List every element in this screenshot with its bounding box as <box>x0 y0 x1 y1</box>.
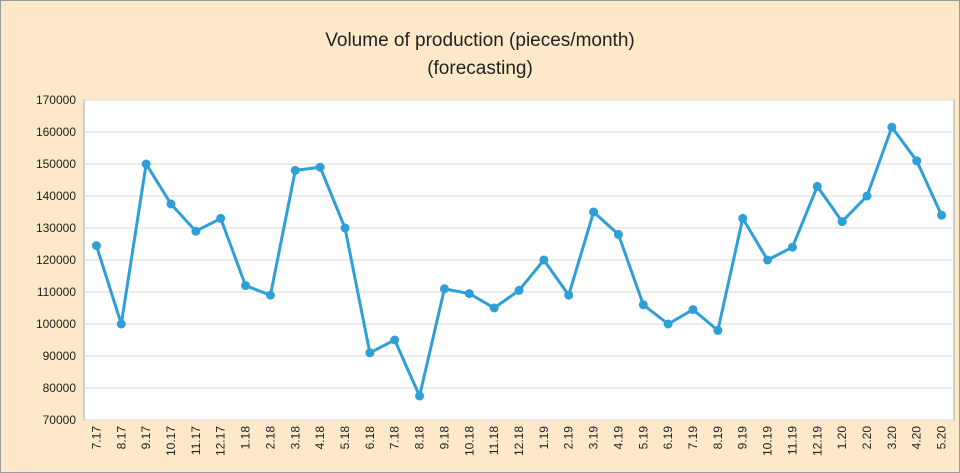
x-tick-label: 1.18 <box>239 426 253 450</box>
x-tick-label: 11.17 <box>189 426 203 455</box>
x-tick-label: 4.19 <box>611 426 625 450</box>
point <box>91 241 101 251</box>
x-tick-label: 8.17 <box>114 426 128 450</box>
point <box>613 229 623 239</box>
x-tick-label: 1.20 <box>835 426 849 450</box>
point <box>564 290 574 300</box>
y-tick-label: 90000 <box>43 349 77 363</box>
point <box>340 223 350 233</box>
x-tick-label: 12.19 <box>810 426 824 456</box>
y-tick-label: 170000 <box>36 93 76 107</box>
x-tick-label: 5.20 <box>935 426 949 450</box>
point <box>439 284 449 294</box>
point <box>415 391 425 401</box>
y-tick-label: 160000 <box>36 125 76 139</box>
x-tick-label: 5.18 <box>338 426 352 450</box>
x-tick-label: 10.18 <box>462 426 476 456</box>
point <box>937 210 947 220</box>
point <box>763 255 773 265</box>
point <box>589 207 599 217</box>
x-tick-label: 3.20 <box>885 426 899 450</box>
x-tick-label: 6.18 <box>363 426 377 450</box>
x-tick-label: 12.17 <box>214 426 228 456</box>
y-tick-label: 110000 <box>37 285 76 299</box>
x-tick-label: 3.19 <box>587 426 601 450</box>
y-tick-label: 70000 <box>43 413 77 427</box>
y-tick-label: 150000 <box>36 157 76 171</box>
x-tick-label: 11.18 <box>487 426 501 455</box>
x-tick-label: 2.18 <box>263 426 277 450</box>
x-tick-label: 12.18 <box>512 426 526 456</box>
x-tick-label: 7.18 <box>388 426 402 450</box>
x-tick-label: 11.19 <box>785 426 799 455</box>
point <box>688 305 698 315</box>
point <box>390 335 400 345</box>
y-tick-label: 130000 <box>36 221 76 235</box>
y-tick-label: 100000 <box>36 317 76 331</box>
point <box>837 217 847 227</box>
x-tick-label: 7.17 <box>89 426 103 450</box>
x-tick-label: 5.19 <box>636 426 650 450</box>
x-tick-label: 2.20 <box>860 426 874 450</box>
point <box>141 159 151 169</box>
point <box>539 255 549 265</box>
point <box>887 122 897 132</box>
x-tick-label: 9.18 <box>437 426 451 450</box>
chart-title: Volume of production (pieces/month) <box>325 30 634 51</box>
x-tick-label: 4.20 <box>910 426 924 450</box>
point <box>738 213 748 223</box>
y-tick-label: 120000 <box>36 253 76 267</box>
x-tick-label: 9.19 <box>736 426 750 450</box>
point <box>638 300 648 310</box>
point <box>166 199 176 209</box>
point <box>464 289 474 299</box>
x-tick-label: 3.18 <box>288 426 302 450</box>
y-tick-label: 140000 <box>36 189 76 203</box>
x-tick-label: 1.19 <box>537 426 551 450</box>
x-tick-label: 9.17 <box>139 426 153 450</box>
x-tick-label: 2.19 <box>562 426 576 450</box>
x-tick-label: 10.19 <box>761 426 775 456</box>
point <box>315 162 325 172</box>
x-tick-label: 8.18 <box>413 426 427 450</box>
point <box>514 285 524 295</box>
point <box>912 156 922 166</box>
x-tick-label: 8.19 <box>711 426 725 450</box>
x-tick-label: 10.17 <box>164 426 178 456</box>
point <box>116 319 126 329</box>
point <box>862 191 872 201</box>
x-tick-label: 7.19 <box>686 426 700 450</box>
point <box>663 319 673 329</box>
point <box>191 226 201 236</box>
point <box>241 281 251 291</box>
x-tick-label: 4.18 <box>313 426 327 450</box>
chart-subtitle: (forecasting) <box>427 58 533 79</box>
point <box>713 325 723 335</box>
point <box>290 165 300 175</box>
point <box>265 290 275 300</box>
point <box>216 213 226 223</box>
point <box>812 181 822 191</box>
x-tick-label: 6.19 <box>661 426 675 450</box>
point <box>787 242 797 252</box>
point <box>365 348 375 358</box>
y-tick-label: 80000 <box>43 381 77 395</box>
point <box>489 303 499 313</box>
